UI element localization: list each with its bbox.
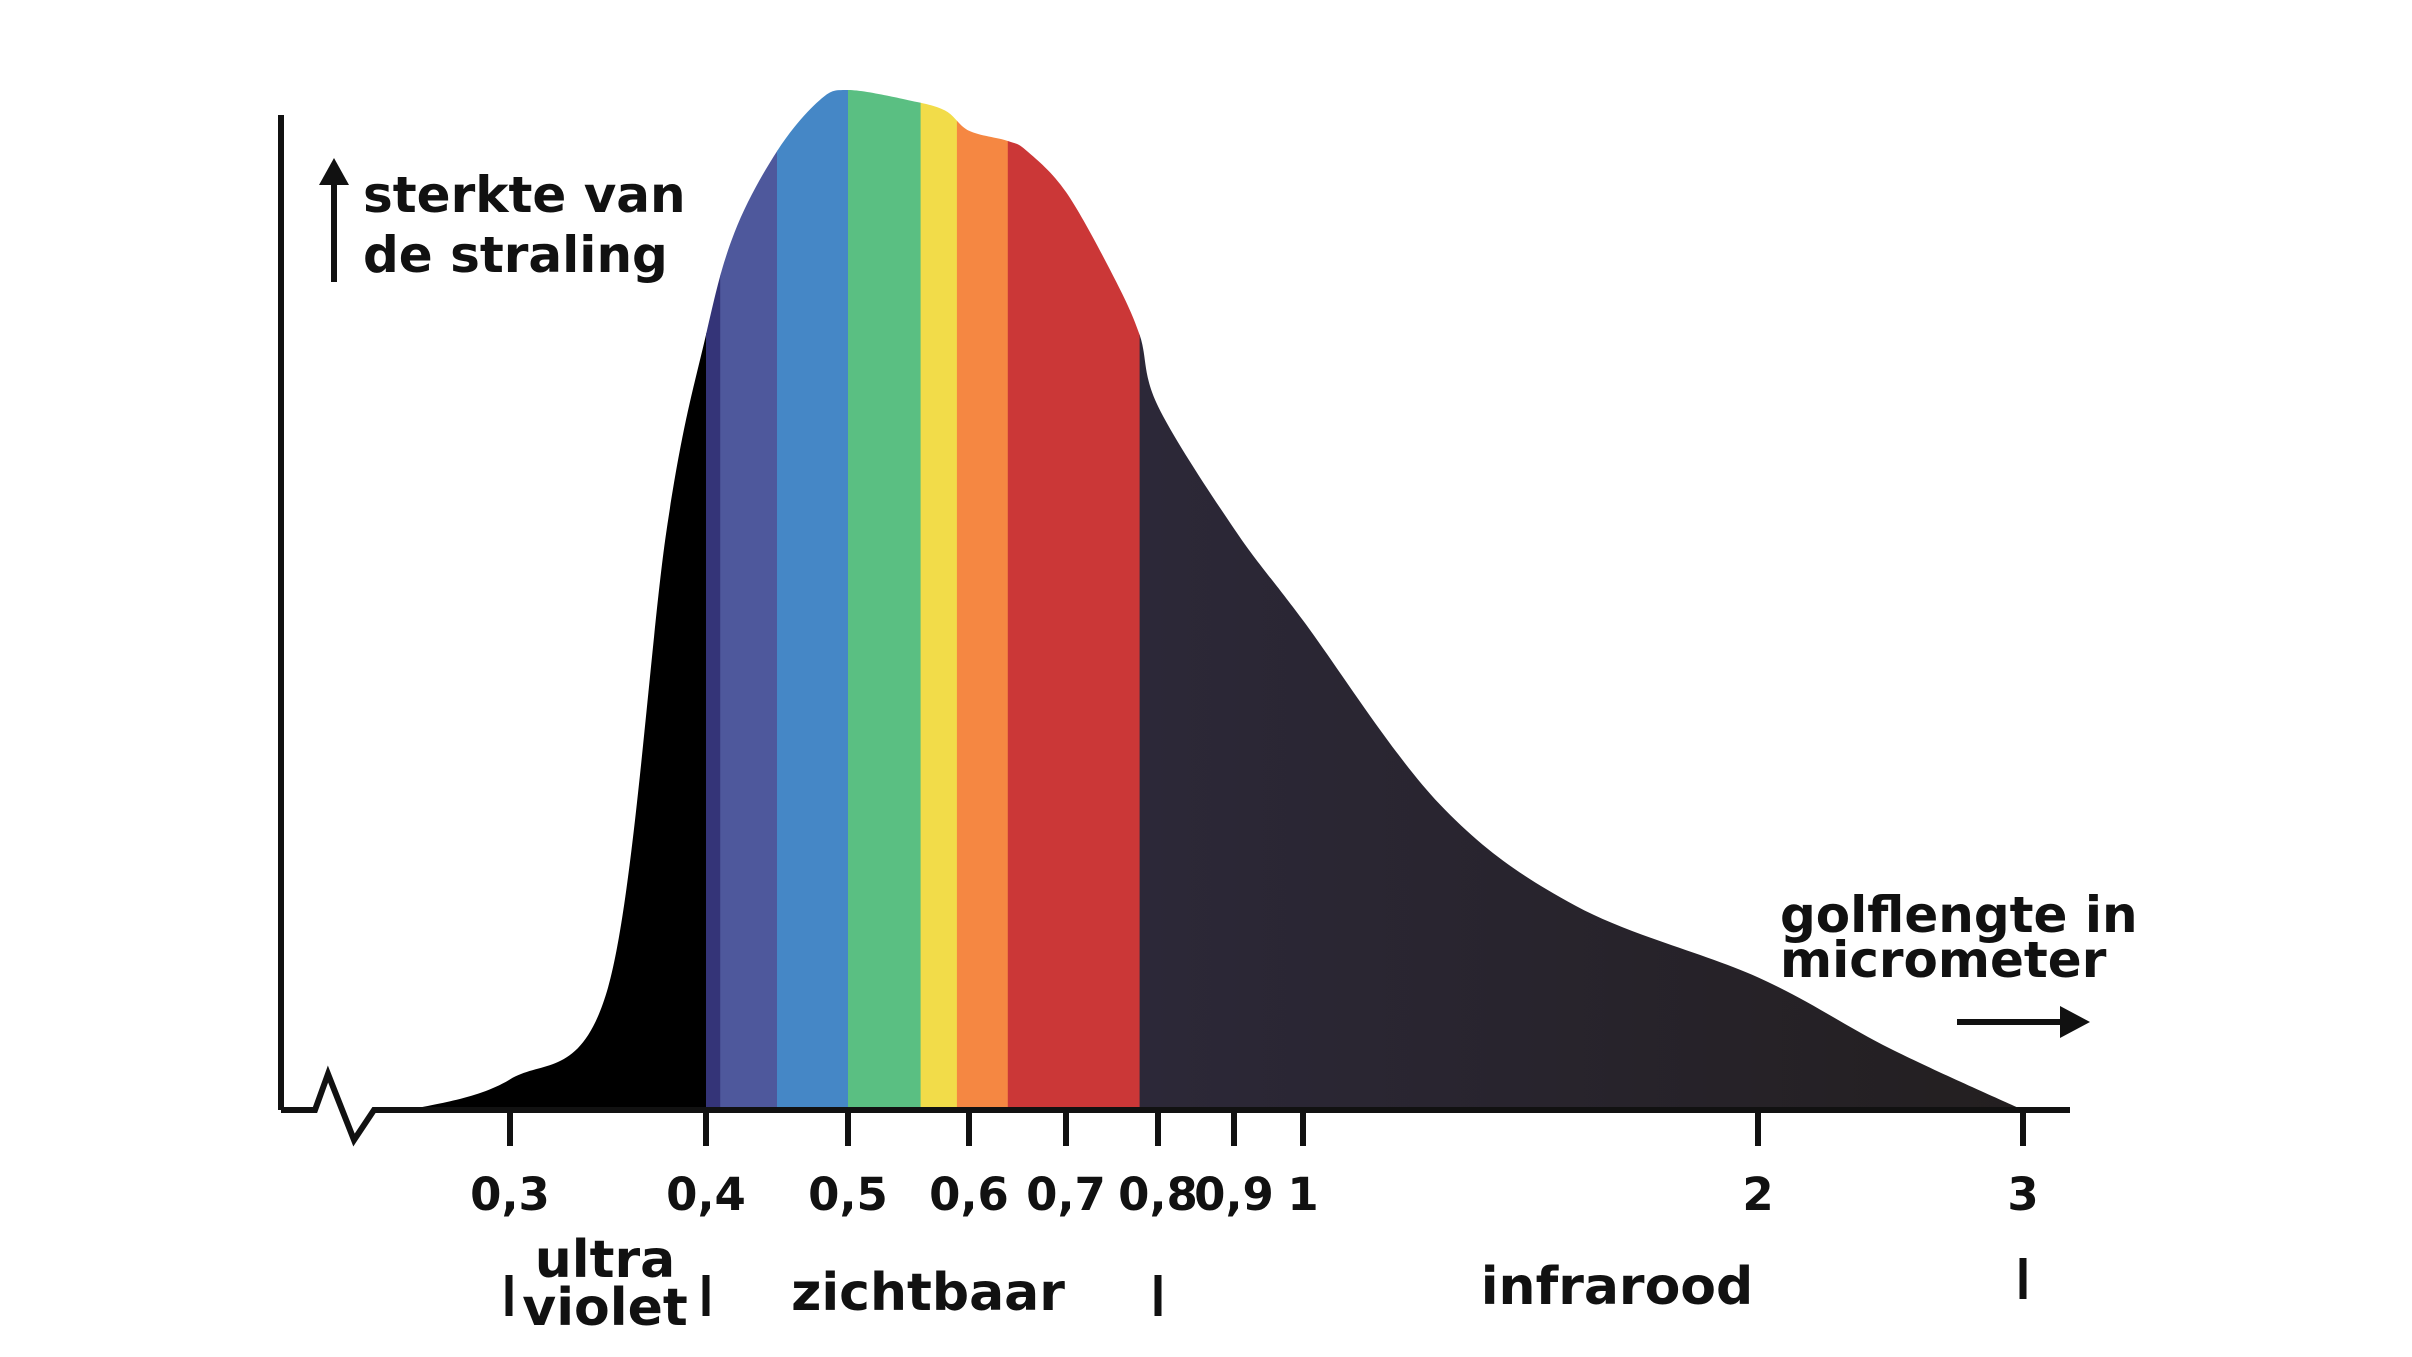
y-label-line-2: de straling [363, 226, 668, 284]
x-label-line-1: golflengte in [1780, 886, 2138, 944]
x-axis-break [281, 1065, 472, 1147]
spectrum-band-6 [956, 90, 1009, 1110]
region-uv-line-2: violet [522, 1278, 687, 1338]
x-tick-label-7: 1 [1287, 1168, 1318, 1221]
x-arrow-icon [2060, 1006, 2090, 1038]
x-tick-label-6: 0,9 [1194, 1168, 1274, 1221]
y-label-line-1: sterkte van [363, 166, 686, 224]
spectrum-band-4 [848, 90, 922, 1110]
x-tick-label-8: 2 [1742, 1168, 1773, 1221]
x-tick-label-9: 3 [2007, 1168, 2038, 1221]
spectrum-band-3 [777, 90, 849, 1110]
spectrum-band-5 [920, 90, 958, 1110]
region-visible: zichtbaar [791, 1263, 1065, 1323]
region-uv-line-1: ultra [535, 1230, 675, 1290]
x-tick-label-0: 0,3 [470, 1168, 550, 1221]
x-tick-label-5: 0,8 [1118, 1168, 1198, 1221]
spectrum-band-2 [720, 90, 778, 1110]
spectrum-band-1 [706, 90, 721, 1110]
y-axis-label: sterkte van de straling [319, 158, 686, 284]
x-label-line-2: micrometer [1780, 931, 2107, 989]
x-tick-label-1: 0,4 [666, 1168, 746, 1221]
x-tick-label-4: 0,7 [1026, 1168, 1106, 1221]
x-tick-label-3: 0,6 [929, 1168, 1009, 1221]
x-tick-label-2: 0,5 [808, 1168, 888, 1221]
spectrum-band-7 [1007, 90, 1141, 1110]
region-labels: ultra violet zichtbaar infrarood [505, 1230, 2027, 1338]
x-axis-label: golflengte in micrometer [1780, 886, 2138, 1038]
y-arrow-icon [319, 158, 349, 185]
region-infrared: infrarood [1481, 1257, 1754, 1317]
